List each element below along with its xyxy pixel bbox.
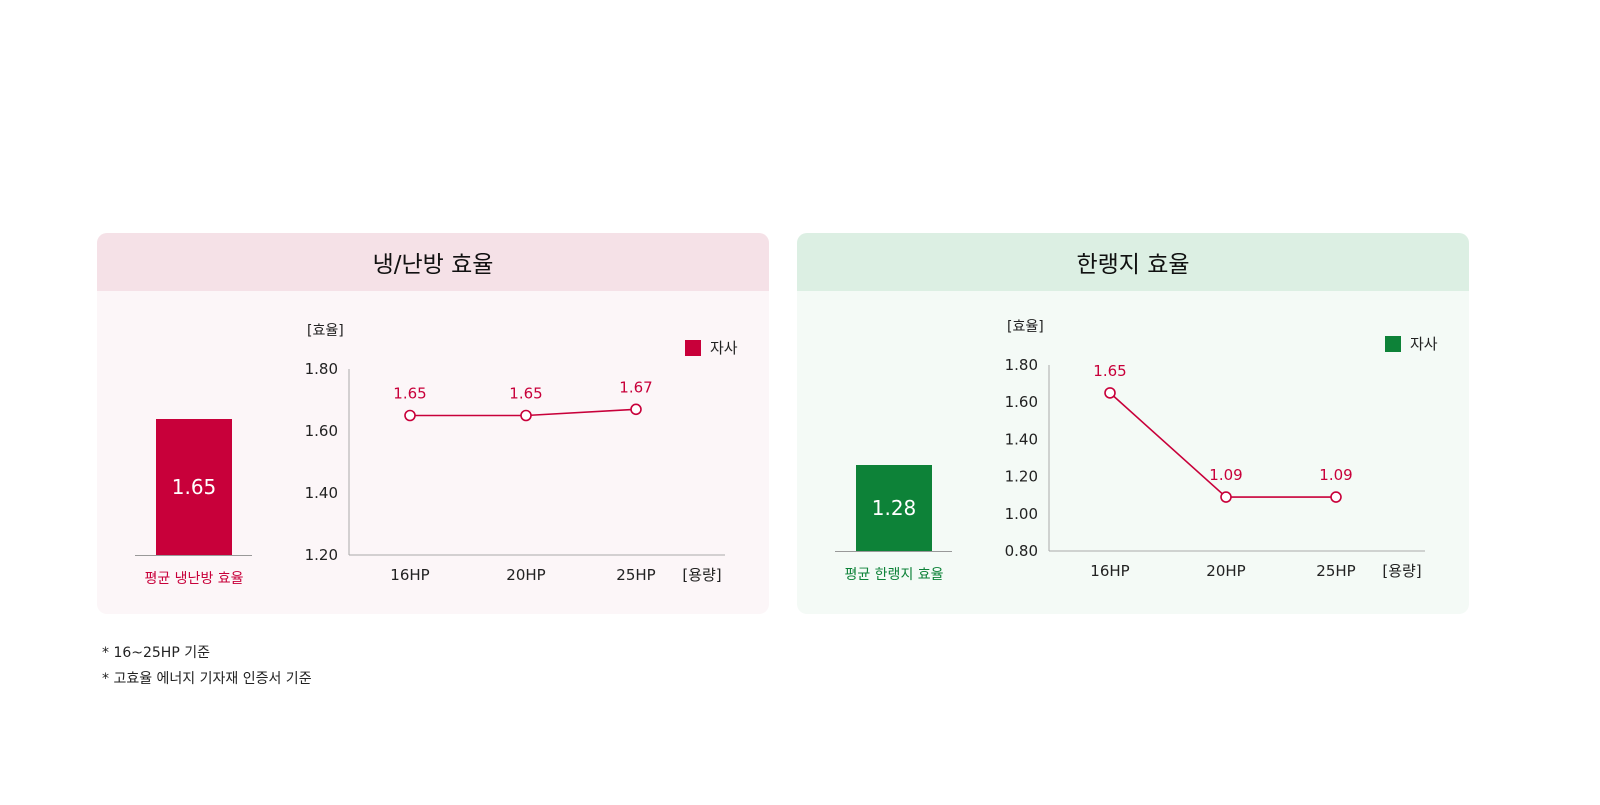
y-axis-title: [효율]: [307, 323, 344, 339]
cold-climate-panel: 한랭지 효율 1.28 평균 한랭지 효율 자사 [효율] 1.80 1.60 1.4…: [797, 233, 1469, 614]
heating-cooling-panel: 냉/난방 효율 1.65 평균 냉난방 효율 자사 [효율] 1.80 1.60 1.…: [97, 233, 769, 614]
legend-swatch: [1385, 335, 1401, 352]
data-label: 1.65: [509, 385, 542, 403]
line-chart: [효율] 1.80 1.60 1.40 1.20 16HP 20HP 25HP [용량] 1.65…: [305, 323, 725, 584]
footnote: * 16~25HP 기준: [102, 645, 210, 661]
data-label: 1.67: [619, 378, 652, 396]
average-value: 1.65: [171, 475, 217, 499]
y-tick-label: 1.60: [1005, 393, 1038, 411]
panel-title: 한랭지 효율: [797, 233, 1469, 291]
x-tick-label: 20HP: [506, 566, 545, 584]
y-tick-label: 1.80: [305, 360, 338, 378]
data-label: 1.09: [1319, 466, 1352, 484]
data-label: 1.65: [393, 385, 426, 403]
panel-title: 냉/난방 효율: [97, 233, 769, 291]
y-tick-label: 1.40: [1005, 430, 1038, 448]
average-value: 1.28: [871, 496, 917, 520]
y-tick-label: 1.80: [1005, 356, 1038, 374]
average-label: 평균 냉난방 효율: [144, 571, 244, 587]
line-chart: [효율] 1.80 1.60 1.40 1.20 1.00 0.80 16HP 20HP 25HP…: [1005, 319, 1425, 580]
x-tick-label: 16HP: [1090, 562, 1129, 580]
legend-label: 자사: [1410, 335, 1438, 353]
y-tick-label: 1.40: [305, 484, 338, 502]
data-label: 1.65: [1093, 362, 1126, 380]
x-tick-label: 16HP: [390, 566, 429, 584]
data-point: [1330, 491, 1342, 503]
legend: 자사: [685, 337, 738, 358]
x-tick-label: 25HP: [616, 566, 655, 584]
data-point: [1220, 491, 1232, 503]
y-tick-label: 1.00: [1005, 505, 1038, 523]
x-tick-label: 25HP: [1316, 562, 1355, 580]
data-point: [404, 409, 416, 422]
average-baseline: [835, 551, 952, 552]
x-tick-label: 20HP: [1206, 562, 1245, 580]
data-point: [1104, 387, 1116, 399]
footnotes: * 16~25HP 기준 * 고효율 에너지 기자재 인증서 기준: [102, 640, 312, 692]
average-bar: 1.65: [156, 419, 232, 555]
average-label: 평균 한랭지 효율: [844, 567, 944, 583]
data-label: 1.09: [1209, 466, 1242, 484]
footnote: * 고효율 에너지 기자재 인증서 기준: [102, 671, 312, 687]
data-point: [520, 409, 532, 422]
average-baseline: [135, 555, 252, 556]
y-tick-label: 1.20: [305, 546, 338, 564]
y-tick-label: 1.60: [305, 422, 338, 440]
legend: 자사: [1385, 333, 1438, 354]
legend-label: 자사: [710, 339, 738, 357]
legend-swatch: [685, 339, 701, 356]
data-point: [630, 403, 642, 416]
y-axis-title: [효율]: [1007, 319, 1044, 335]
x-axis-title: [용량]: [682, 566, 721, 584]
average-bar: 1.28: [856, 465, 932, 551]
y-tick-label: 1.20: [1005, 468, 1038, 486]
y-tick-label: 0.80: [1005, 542, 1038, 560]
x-axis-title: [용량]: [1382, 562, 1421, 580]
